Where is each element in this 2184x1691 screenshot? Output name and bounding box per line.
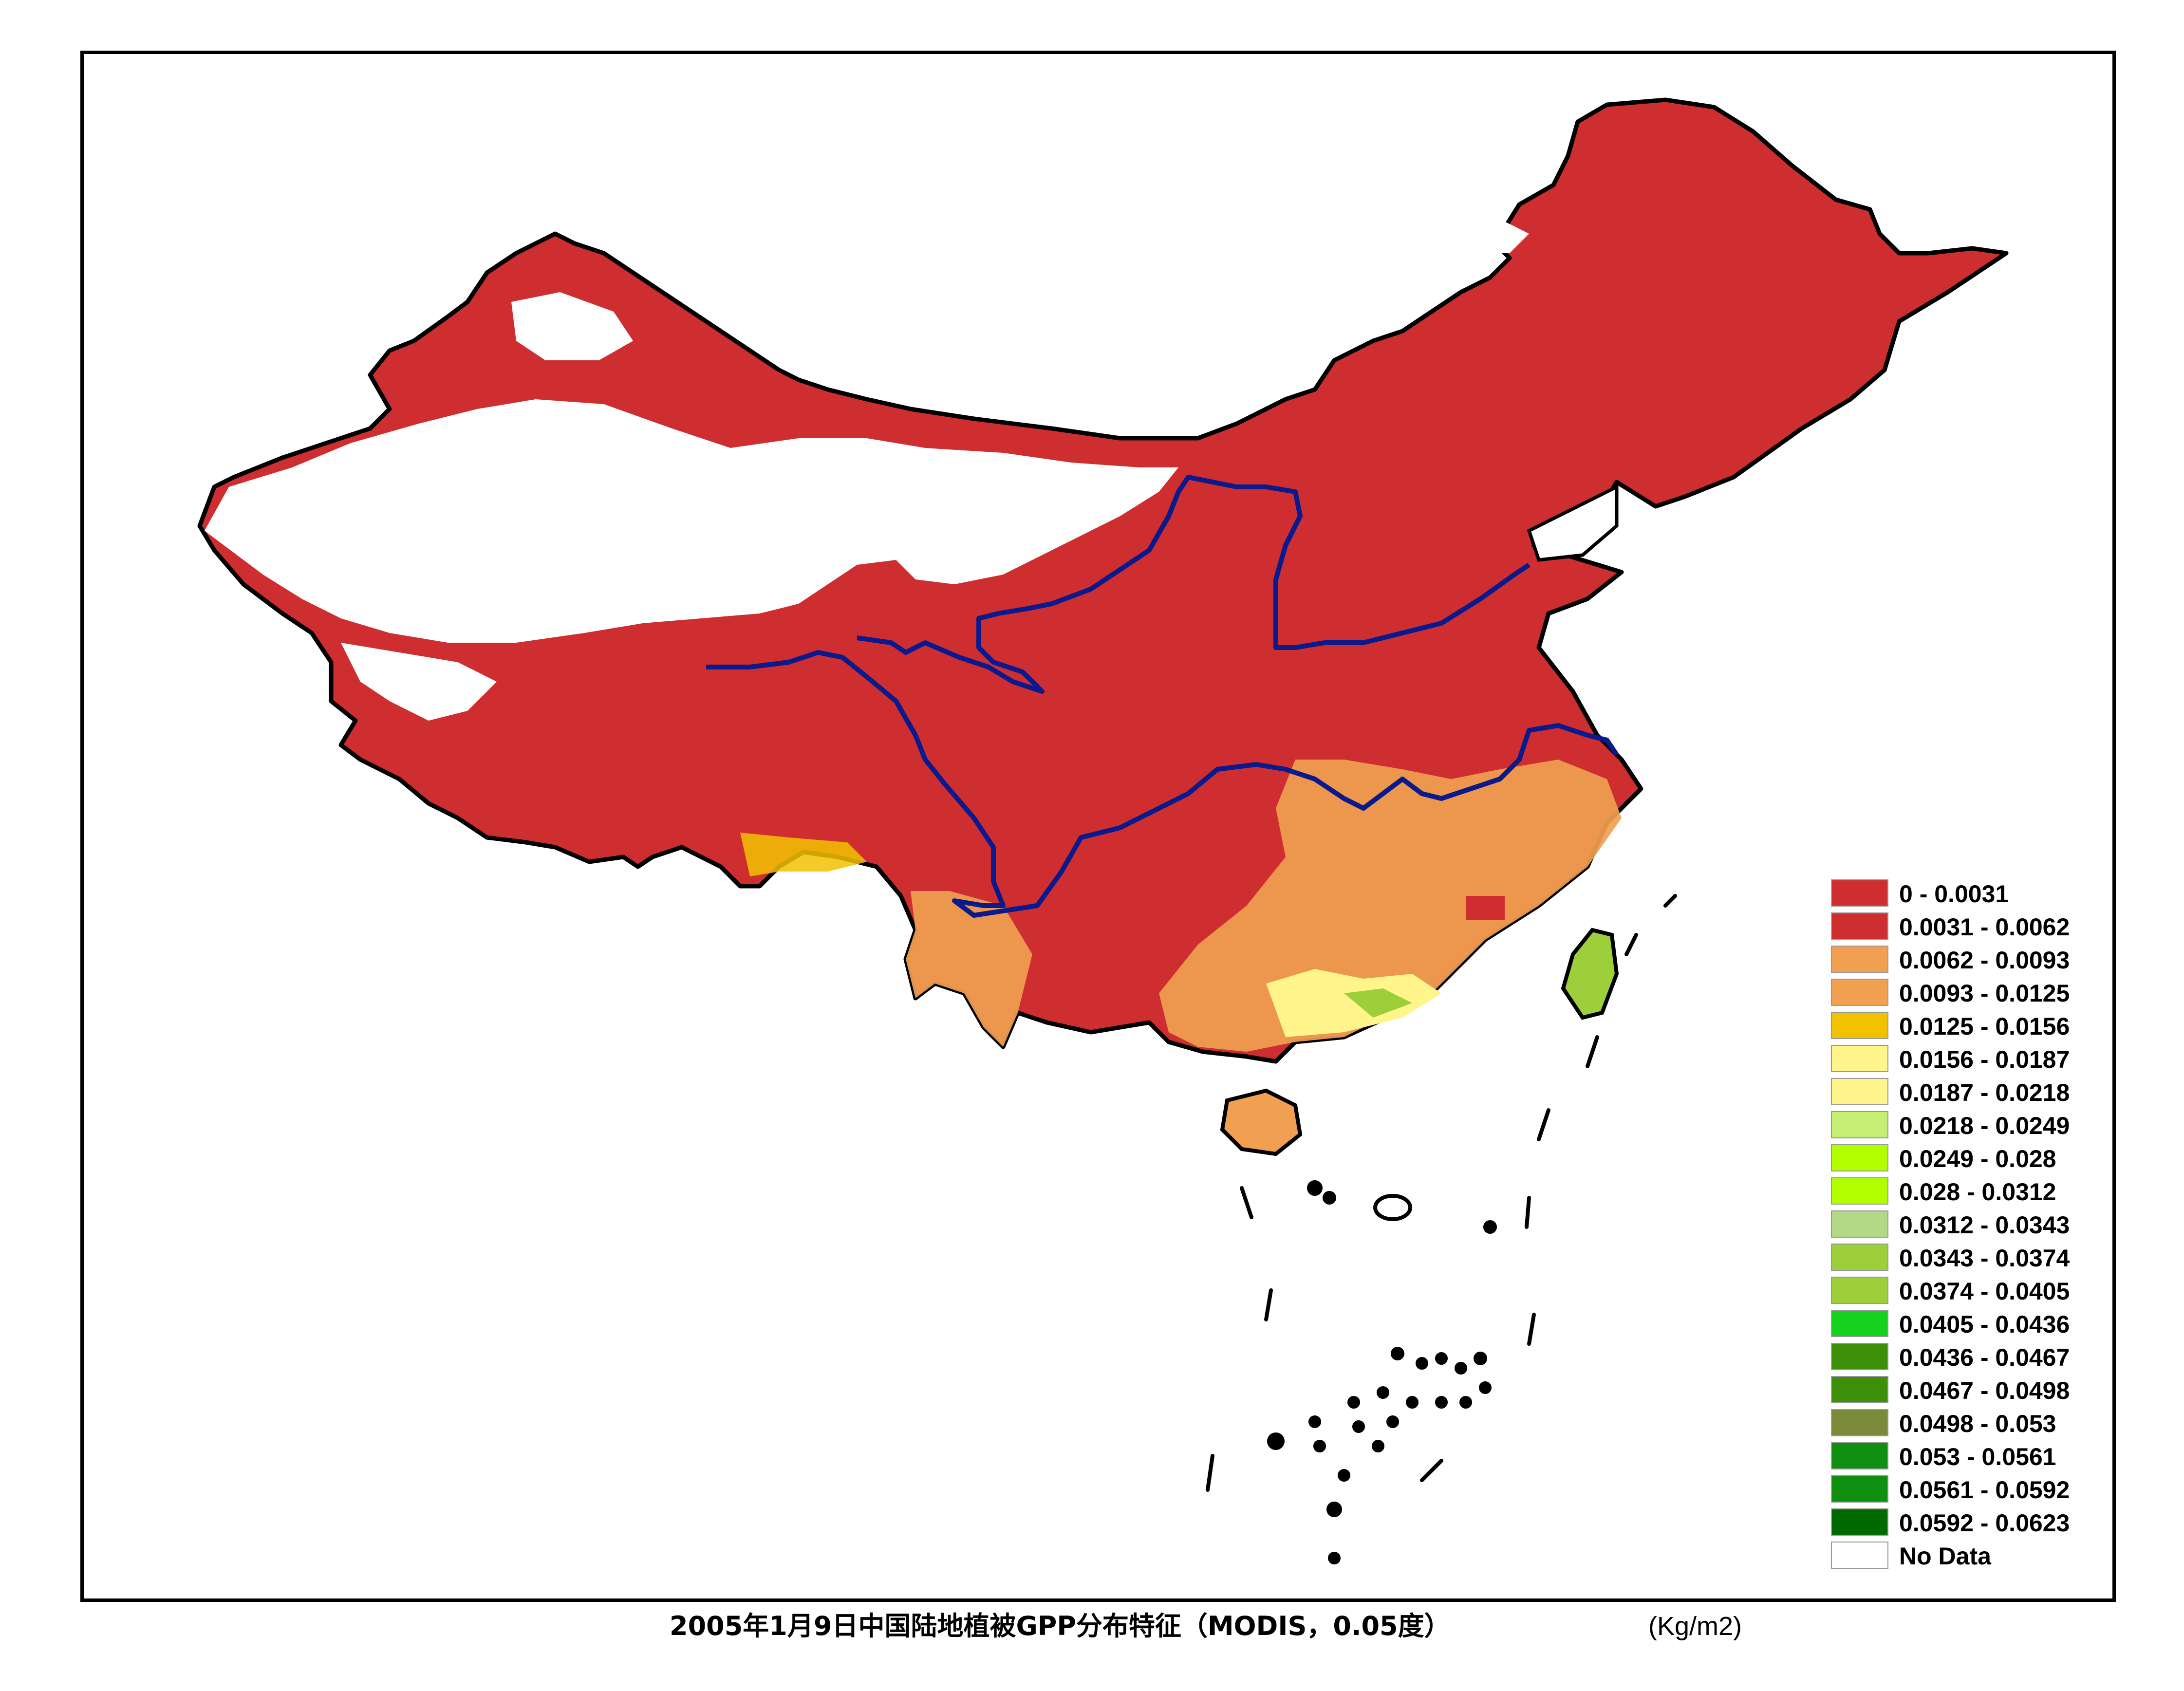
legend-item: No Data <box>1831 1542 2104 1575</box>
legend-label: 0.0187 - 0.0218 <box>1899 1079 2070 1106</box>
legend-item: 0.0187 - 0.0218 <box>1831 1078 2104 1111</box>
gpp-southwest-orange <box>906 891 1032 1047</box>
legend-swatch <box>1831 1409 1888 1436</box>
gpp-green-patch <box>1344 988 1412 1018</box>
yangtze-river <box>706 650 1619 918</box>
bohai-sea <box>1527 484 1619 562</box>
legend-swatch <box>1831 1542 1888 1569</box>
legend-item: 0.0592 - 0.0623 <box>1831 1508 2104 1542</box>
legend-item: 0 - 0.0031 <box>1831 879 2104 912</box>
legend-swatch <box>1831 1343 1888 1370</box>
legend-swatch <box>1831 1277 1888 1304</box>
legend-item: 0.0343 - 0.0374 <box>1831 1244 2104 1277</box>
legend-swatch <box>1831 1376 1888 1403</box>
gpp-red-block <box>1466 896 1505 920</box>
legend-swatch <box>1831 1012 1888 1039</box>
gpp-guangdong-yellow <box>1266 969 1441 1037</box>
legend-item: 0.0218 - 0.0249 <box>1831 1111 2104 1144</box>
gpp-tibet-south-yellow <box>740 833 867 876</box>
legend-swatch <box>1831 979 1888 1006</box>
legend-item: 0.0031 - 0.0062 <box>1831 912 2104 946</box>
hainan-island <box>1220 1088 1303 1156</box>
legend-label: 0.0436 - 0.0467 <box>1899 1344 2070 1371</box>
legend-label: 0.0405 - 0.0436 <box>1899 1311 2070 1338</box>
south-china-sea-islands <box>1206 894 1677 1564</box>
legend-swatch <box>1831 1210 1888 1238</box>
map-unit: (Kg/m2) <box>1648 1612 1742 1641</box>
gpp-south-orange <box>1159 760 1622 1052</box>
legend-item: 0.0093 - 0.0125 <box>1831 979 2104 1012</box>
legend-item: 0.0312 - 0.0343 <box>1831 1210 2104 1244</box>
legend-item: 0.0561 - 0.0592 <box>1831 1475 2104 1508</box>
legend-label: 0.0343 - 0.0374 <box>1899 1245 2070 1272</box>
caption: 2005年1月9日中国陆地植被GPP分布特征（MODIS，0.05度） (Kg/… <box>0 1607 2184 1646</box>
legend-label: 0.0062 - 0.0093 <box>1899 947 2070 974</box>
legend-item: 0.0374 - 0.0405 <box>1831 1277 2104 1310</box>
legend-swatch <box>1831 1244 1888 1271</box>
legend-label: 0.0467 - 0.0498 <box>1899 1377 2070 1404</box>
legend-label: 0.0374 - 0.0405 <box>1899 1278 2070 1305</box>
legend-label: 0.028 - 0.0312 <box>1899 1178 2056 1206</box>
legend-swatch <box>1831 1508 1888 1536</box>
legend-item: 0.0498 - 0.053 <box>1831 1409 2104 1442</box>
legend-swatch <box>1831 1111 1888 1138</box>
legend-swatch <box>1831 1078 1888 1105</box>
legend-label: 0.0561 - 0.0592 <box>1899 1476 2070 1504</box>
no-data-tibet-north <box>511 292 633 360</box>
legend-label: 0.0592 - 0.0623 <box>1899 1509 2070 1537</box>
no-data-xinjiang <box>205 399 1178 643</box>
yellow-river <box>857 475 1531 694</box>
legend-item: 0.0405 - 0.0436 <box>1831 1310 2104 1343</box>
no-data-tibet-west <box>341 643 497 721</box>
legend-swatch <box>1831 946 1888 973</box>
legend-swatch <box>1831 1177 1888 1205</box>
legend-swatch <box>1831 1475 1888 1503</box>
legend-item: 0.0436 - 0.0467 <box>1831 1343 2104 1376</box>
legend-item: 0.0467 - 0.0498 <box>1831 1376 2104 1409</box>
taiwan-island <box>1561 928 1619 1020</box>
map-title: 2005年1月9日中国陆地植被GPP分布特征（MODIS，0.05度） <box>670 1611 1451 1641</box>
legend-label: 0.0031 - 0.0062 <box>1899 913 2070 941</box>
legend-item: 0.053 - 0.0561 <box>1831 1442 2104 1475</box>
legend-swatch <box>1831 1045 1888 1072</box>
no-data-inner-mongolia <box>1471 219 1529 253</box>
legend-item: 0.0125 - 0.0156 <box>1831 1012 2104 1045</box>
legend-swatch <box>1831 912 1888 940</box>
map-frame <box>80 51 2116 1602</box>
legend-label: No Data <box>1899 1542 1991 1570</box>
legend-label: 0.0218 - 0.0249 <box>1899 1112 2070 1139</box>
legend-label: 0.0498 - 0.053 <box>1899 1410 2056 1437</box>
legend-item: 0.0249 - 0.028 <box>1831 1144 2104 1177</box>
legend-swatch <box>1831 1144 1888 1171</box>
legend-swatch <box>1831 1310 1888 1337</box>
legend-label: 0.0093 - 0.0125 <box>1899 980 2070 1007</box>
legend-label: 0.0312 - 0.0343 <box>1899 1211 2070 1239</box>
legend-label: 0.0249 - 0.028 <box>1899 1145 2056 1172</box>
legend-item: 0.0156 - 0.0187 <box>1831 1045 2104 1078</box>
legend-label: 0.0156 - 0.0187 <box>1899 1046 2070 1073</box>
legend-label: 0.053 - 0.0561 <box>1899 1443 2056 1470</box>
legend-label: 0.0125 - 0.0156 <box>1899 1013 2070 1040</box>
legend-item: 0.0062 - 0.0093 <box>1831 946 2104 979</box>
legend-swatch <box>1831 879 1888 907</box>
legend-swatch <box>1831 1442 1888 1469</box>
legend-label: 0 - 0.0031 <box>1899 880 2009 908</box>
legend-item: 0.028 - 0.0312 <box>1831 1177 2104 1210</box>
